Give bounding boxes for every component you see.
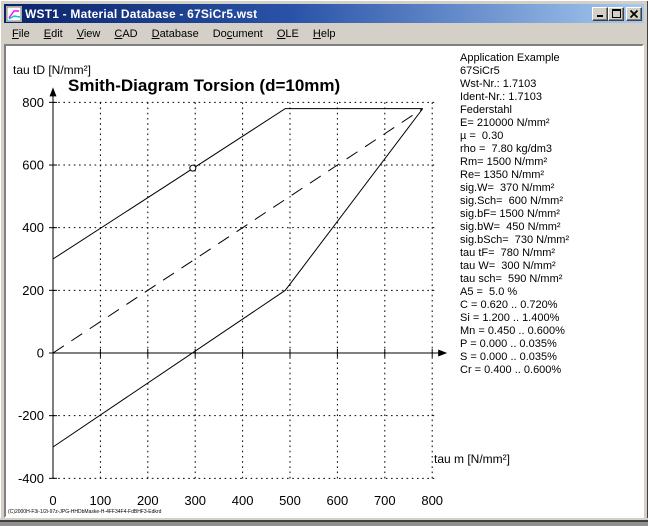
- info-line: Re= 1350 N/mm²: [460, 169, 545, 181]
- menu-item-document[interactable]: Document: [212, 27, 263, 40]
- info-line: Wst-Nr.: 1.7103: [460, 78, 537, 90]
- x-tick-label: 100: [90, 493, 112, 508]
- series-mean-stress-line: [52, 108, 423, 354]
- x-axis-label: tau m [N/mm²]: [434, 452, 511, 466]
- info-line: Cr = 0.400 .. 0.600%: [460, 364, 562, 376]
- y-axis-label: tau tD [N/mm²]: [13, 63, 92, 77]
- x-tick-label: 700: [374, 493, 396, 508]
- window-controls: [592, 6, 642, 21]
- info-line: tau sch= 590 N/mm²: [460, 273, 563, 285]
- x-tick-label: 400: [232, 493, 254, 508]
- y-tick-label: 600: [22, 158, 44, 173]
- info-line: Federstahl: [460, 104, 512, 116]
- x-tick-label: 0: [49, 493, 56, 508]
- info-line: tau W= 300 N/mm²: [460, 260, 556, 272]
- info-line: 67SiCr5: [460, 65, 500, 77]
- info-line: tau tF= 780 N/mm²: [460, 247, 556, 259]
- menu-bar: File Edit View CAD Database Document OLE Help: [4, 24, 644, 43]
- y-tick-label: -400: [18, 471, 44, 486]
- info-line: Mn = 0.450 .. 0.600%: [460, 325, 565, 337]
- info-line: Si = 1.200 .. 1.400%: [460, 312, 560, 324]
- series-lower-stress-boundary: [52, 108, 424, 448]
- pulsating-strength-point-marker: [189, 164, 197, 172]
- chart-title: Smith-Diagram Torsion (d=10mm): [68, 76, 341, 95]
- menu-item-cad[interactable]: CAD: [114, 27, 138, 40]
- x-tick-label: 500: [279, 493, 301, 508]
- info-line: P = 0.000 .. 0.035%: [460, 338, 557, 350]
- info-line: sig.bF= 1500 N/mm²: [460, 208, 560, 220]
- y-tick-label: 400: [22, 220, 44, 235]
- info-line: S = 0.000 .. 0.035%: [460, 351, 557, 363]
- info-line: E= 210000 N/mm²: [460, 117, 550, 129]
- x-tick-label: 200: [137, 493, 159, 508]
- info-line: sig.W= 370 N/mm²: [460, 182, 555, 194]
- x-tick-label: 300: [184, 493, 206, 508]
- menu-item-help[interactable]: Help: [312, 27, 336, 40]
- close-icon: [630, 9, 638, 18]
- info-line: µ = 0.30: [460, 130, 504, 142]
- menu-item-edit[interactable]: Edit: [43, 27, 63, 40]
- material-info-panel: Application Example 67SiCr5 Wst-Nr.: 1.710…: [460, 52, 569, 377]
- series-upper-stress-boundary: [52, 108, 423, 260]
- y-tick-label: -200: [18, 408, 44, 423]
- client-area: 800 600 400 200 0 -200 -400 0 100 200 300 400 500 600…: [4, 44, 644, 518]
- window-bottom-border: [0, 518, 648, 526]
- minimize-button[interactable]: [592, 6, 608, 21]
- menu-item-view[interactable]: View: [76, 27, 101, 40]
- y-tick-label: 200: [22, 283, 44, 298]
- info-line: rho = 7.80 kg/dm3: [460, 143, 553, 155]
- title-bar[interactable]: WST1 - Material Database - 67SiCr5.wst: [4, 4, 644, 23]
- info-line: A5 = 5.0 %: [460, 286, 518, 298]
- footer-text: (C)2000H-F3i-1/2i-97z-JPG-HHDbMaske-H-4F…: [8, 509, 162, 515]
- app-icon: [6, 5, 22, 22]
- window-title: WST1 - Material Database - 67SiCr5.wst: [25, 6, 258, 21]
- maximize-icon: [611, 9, 621, 18]
- smith-diagram-chart: 800 600 400 200 0 -200 -400 0 100 200 300 400 500 600…: [18, 87, 448, 508]
- close-button[interactable]: [626, 6, 642, 21]
- info-line: Rm= 1500 N/mm²: [460, 156, 548, 168]
- info-line: sig.bW= 450 N/mm²: [460, 221, 561, 233]
- info-line: C = 0.620 .. 0.720%: [460, 299, 558, 311]
- x-tick-label: 600: [327, 493, 349, 508]
- maximize-button[interactable]: [608, 6, 624, 21]
- y-tick-label: 0: [37, 346, 44, 361]
- info-line: sig.bSch= 730 N/mm²: [460, 234, 570, 246]
- minimize-icon: [596, 15, 603, 17]
- menu-item-database[interactable]: Database: [151, 27, 199, 40]
- menu-item-ole[interactable]: OLE: [276, 27, 299, 40]
- x-tick-label: 800: [421, 493, 443, 508]
- info-line: Ident-Nr.: 1.7103: [460, 91, 542, 103]
- info-line: sig.Sch= 600 N/mm²: [460, 195, 564, 207]
- y-tick-label: 800: [22, 95, 44, 110]
- menu-item-file[interactable]: File: [12, 27, 30, 40]
- info-line: Application Example: [460, 52, 560, 64]
